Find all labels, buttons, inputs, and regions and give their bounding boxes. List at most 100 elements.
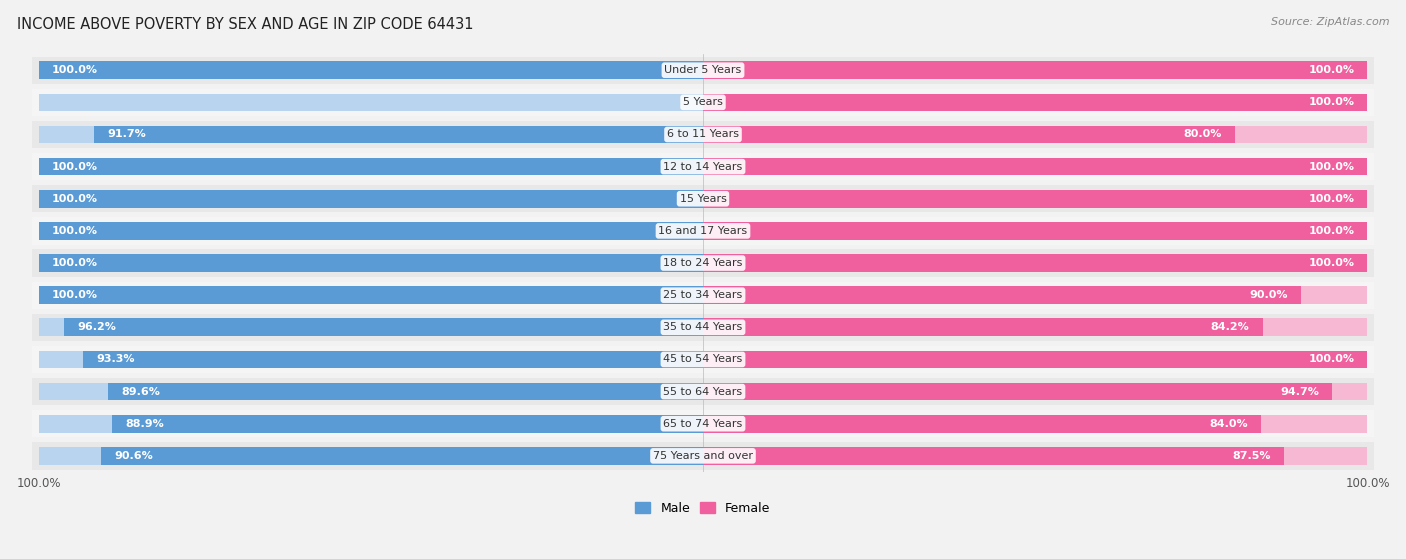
Bar xyxy=(703,319,1368,336)
Text: 100.0%: 100.0% xyxy=(1308,194,1354,203)
Text: 55 to 64 Years: 55 to 64 Years xyxy=(664,387,742,396)
Bar xyxy=(38,222,703,240)
Text: 5 Years: 5 Years xyxy=(683,97,723,107)
Bar xyxy=(703,158,1368,176)
Text: Under 5 Years: Under 5 Years xyxy=(665,65,741,75)
Bar xyxy=(703,93,1368,111)
Bar xyxy=(703,350,1368,368)
Bar xyxy=(32,314,1374,341)
Bar xyxy=(38,190,703,207)
Bar xyxy=(32,378,1374,405)
Bar xyxy=(703,158,1368,176)
Text: 84.0%: 84.0% xyxy=(1209,419,1249,429)
Bar xyxy=(83,350,703,368)
Bar xyxy=(38,158,703,176)
Bar xyxy=(112,415,703,433)
Bar xyxy=(101,447,703,465)
Bar xyxy=(32,121,1374,148)
Text: 87.5%: 87.5% xyxy=(1233,451,1271,461)
Bar xyxy=(703,61,1368,79)
Text: 6 to 11 Years: 6 to 11 Years xyxy=(666,130,740,140)
Text: 89.6%: 89.6% xyxy=(121,387,160,396)
Bar xyxy=(703,222,1368,240)
Text: 100.0%: 100.0% xyxy=(52,65,98,75)
Text: 16 and 17 Years: 16 and 17 Years xyxy=(658,226,748,236)
Text: 90.6%: 90.6% xyxy=(114,451,153,461)
Bar xyxy=(38,319,703,336)
Bar xyxy=(703,415,1368,433)
Text: 100.0%: 100.0% xyxy=(1308,97,1354,107)
Bar xyxy=(38,286,703,304)
Bar xyxy=(32,410,1374,437)
Bar xyxy=(703,222,1368,240)
Bar xyxy=(38,254,703,272)
Bar xyxy=(32,346,1374,373)
Text: 65 to 74 Years: 65 to 74 Years xyxy=(664,419,742,429)
Bar xyxy=(703,254,1368,272)
Text: 90.0%: 90.0% xyxy=(1250,290,1288,300)
Bar xyxy=(38,222,703,240)
Text: 100.0%: 100.0% xyxy=(52,290,98,300)
Text: 25 to 34 Years: 25 to 34 Years xyxy=(664,290,742,300)
Bar xyxy=(38,447,703,465)
Bar xyxy=(32,442,1374,470)
Text: 100.0%: 100.0% xyxy=(1308,65,1354,75)
Bar xyxy=(38,350,703,368)
Bar xyxy=(703,190,1368,207)
Bar xyxy=(32,217,1374,244)
Bar xyxy=(703,254,1368,272)
Text: 75 Years and over: 75 Years and over xyxy=(652,451,754,461)
Bar xyxy=(703,126,1368,143)
Text: 12 to 14 Years: 12 to 14 Years xyxy=(664,162,742,172)
Bar xyxy=(703,93,1368,111)
Text: 18 to 24 Years: 18 to 24 Years xyxy=(664,258,742,268)
Text: 94.7%: 94.7% xyxy=(1279,387,1319,396)
Bar xyxy=(703,383,1368,400)
Text: 100.0%: 100.0% xyxy=(52,258,98,268)
Text: 80.0%: 80.0% xyxy=(1182,130,1222,140)
Bar xyxy=(703,350,1368,368)
Bar xyxy=(63,319,703,336)
Bar xyxy=(32,56,1374,84)
Bar xyxy=(32,89,1374,116)
Text: 93.3%: 93.3% xyxy=(97,354,135,364)
Bar xyxy=(38,158,703,176)
Bar xyxy=(32,249,1374,277)
Text: Source: ZipAtlas.com: Source: ZipAtlas.com xyxy=(1271,17,1389,27)
Bar xyxy=(703,126,1234,143)
Text: 100.0%: 100.0% xyxy=(1308,258,1354,268)
Text: 100.0%: 100.0% xyxy=(1308,226,1354,236)
Text: 100.0%: 100.0% xyxy=(52,162,98,172)
Text: 100.0%: 100.0% xyxy=(1308,162,1354,172)
Text: 100.0%: 100.0% xyxy=(52,226,98,236)
Bar xyxy=(703,319,1263,336)
Text: 84.2%: 84.2% xyxy=(1211,323,1249,332)
Legend: Male, Female: Male, Female xyxy=(630,497,776,520)
Bar xyxy=(703,61,1368,79)
Text: 15 Years: 15 Years xyxy=(679,194,727,203)
Bar xyxy=(108,383,703,400)
Bar xyxy=(38,93,703,111)
Bar xyxy=(703,286,1368,304)
Bar xyxy=(32,282,1374,309)
Text: 88.9%: 88.9% xyxy=(125,419,165,429)
Text: 100.0%: 100.0% xyxy=(52,194,98,203)
Bar xyxy=(703,447,1368,465)
Bar xyxy=(703,190,1368,207)
Bar xyxy=(38,61,703,79)
Bar xyxy=(38,254,703,272)
Bar xyxy=(94,126,703,143)
Text: 100.0%: 100.0% xyxy=(1308,354,1354,364)
Text: 45 to 54 Years: 45 to 54 Years xyxy=(664,354,742,364)
Bar xyxy=(38,126,703,143)
Text: 91.7%: 91.7% xyxy=(107,130,146,140)
Text: 35 to 44 Years: 35 to 44 Years xyxy=(664,323,742,332)
Bar xyxy=(38,415,703,433)
Text: 96.2%: 96.2% xyxy=(77,323,115,332)
Bar xyxy=(38,61,703,79)
Text: INCOME ABOVE POVERTY BY SEX AND AGE IN ZIP CODE 64431: INCOME ABOVE POVERTY BY SEX AND AGE IN Z… xyxy=(17,17,474,32)
Bar xyxy=(38,286,703,304)
Bar xyxy=(703,415,1261,433)
Bar xyxy=(38,190,703,207)
Bar xyxy=(703,447,1285,465)
